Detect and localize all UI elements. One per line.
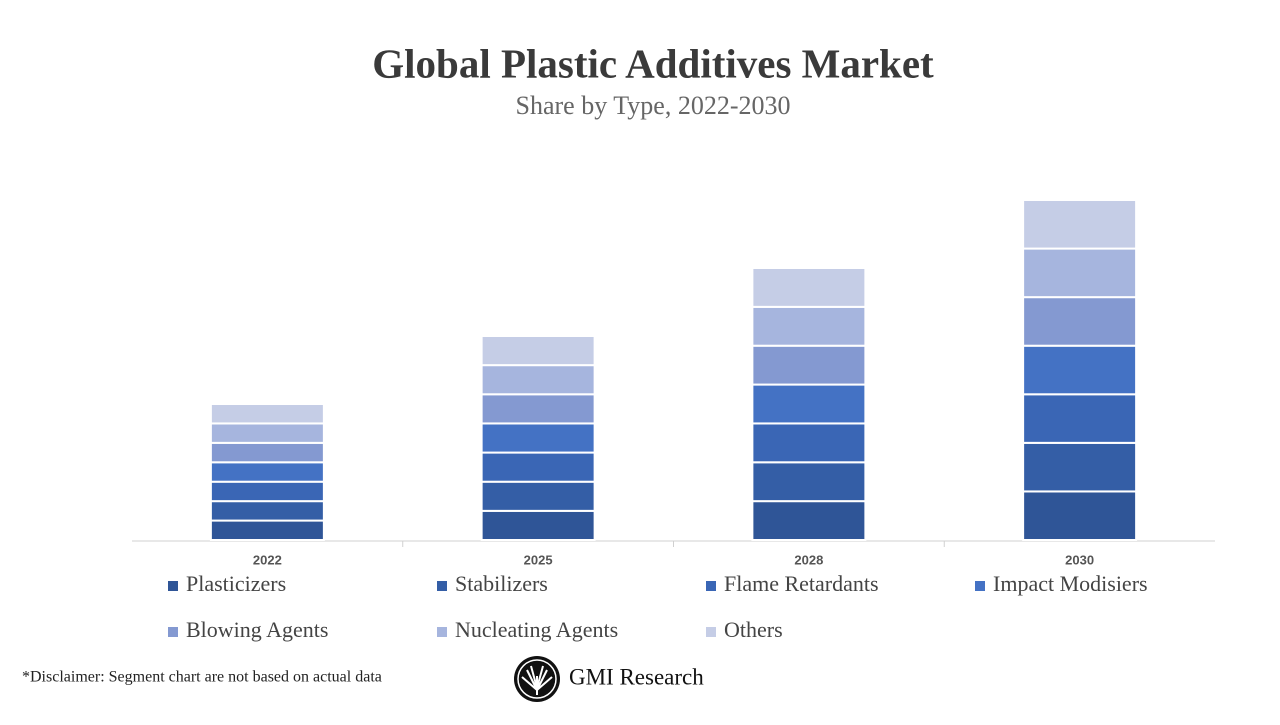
bar-segment	[751, 422, 867, 464]
bar-segment	[751, 500, 867, 541]
bar-segment	[480, 451, 596, 483]
bar-segment	[751, 344, 867, 386]
bar-segment	[480, 509, 596, 542]
bar-segment	[209, 403, 325, 425]
legend-swatch	[437, 627, 447, 637]
legend-swatch	[437, 581, 447, 591]
chart-title: Global Plastic Additives Market	[372, 40, 934, 86]
legend-swatch	[168, 581, 178, 591]
bar-segment	[751, 305, 867, 347]
bar-segment	[209, 441, 325, 464]
legend-label: Blowing Agents	[186, 617, 328, 642]
bar-segment	[209, 500, 325, 522]
x-tick-label: 2025	[524, 552, 553, 567]
bar-segment	[751, 383, 867, 425]
bar-segment	[480, 335, 596, 367]
bar-segment	[1022, 344, 1138, 396]
bar-segment	[209, 422, 325, 444]
bar-segment	[209, 480, 325, 503]
bar-segment	[751, 461, 867, 503]
bar-segment	[1022, 490, 1138, 541]
bar-segment	[751, 267, 867, 308]
disclaimer: *Disclaimer: Segment chart are not based…	[22, 669, 382, 686]
bar-segment	[209, 461, 325, 483]
chart-subtitle: Share by Type, 2022-2030	[516, 91, 791, 120]
x-tick-label: 2022	[253, 552, 282, 567]
x-tick-label: 2028	[794, 552, 823, 567]
legend-label: Stabilizers	[455, 571, 548, 596]
bar-segment	[480, 364, 596, 396]
logo	[514, 656, 560, 702]
bar-segment	[209, 519, 325, 541]
legend-swatch	[168, 627, 178, 637]
bar-segment	[480, 393, 596, 425]
bar-segment	[1022, 199, 1138, 250]
bar-segment	[480, 422, 596, 454]
legend-label: Flame Retardants	[724, 571, 879, 596]
legend-swatch	[706, 627, 716, 637]
legend-label: Nucleating Agents	[455, 617, 618, 642]
legend-swatch	[975, 581, 985, 591]
bar-segment	[1022, 393, 1138, 444]
bar-segment	[1022, 441, 1138, 493]
bar-segment	[1022, 247, 1138, 299]
bar-segment	[1022, 296, 1138, 347]
legend-label: Others	[724, 617, 783, 642]
legend-swatch	[706, 581, 716, 591]
legend-label: Impact Modisiers	[993, 571, 1148, 596]
brand-name: GMI Research	[569, 664, 704, 689]
x-tick-label: 2030	[1065, 552, 1094, 567]
bar-segment	[480, 480, 596, 512]
legend-label: Plasticizers	[186, 571, 286, 596]
